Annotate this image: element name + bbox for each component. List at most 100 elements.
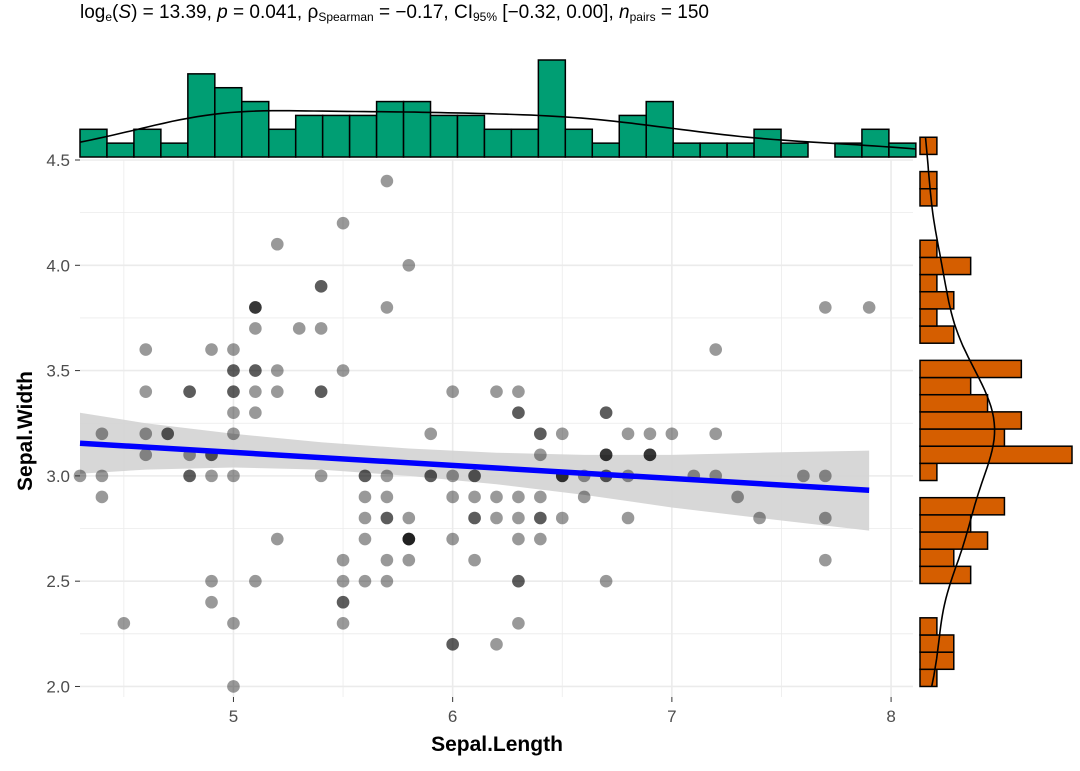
x-tick-label: 6 — [448, 707, 457, 726]
data-point — [314, 469, 328, 483]
n-subscript: pairs — [629, 10, 656, 24]
data-point — [314, 280, 328, 293]
data-point — [819, 301, 832, 314]
data-point — [139, 448, 153, 462]
data-point — [819, 553, 832, 567]
top-histogram-bar — [321, 114, 351, 158]
data-point — [512, 385, 525, 398]
top-histogram-bar — [726, 142, 755, 158]
data-point — [402, 511, 416, 525]
grid-lines — [80, 159, 913, 697]
data-point — [161, 427, 174, 441]
data-point — [336, 553, 350, 567]
data-point — [534, 532, 547, 546]
data-point — [249, 574, 262, 588]
data-point — [249, 364, 262, 377]
data-point — [314, 385, 328, 398]
data-point — [512, 532, 525, 546]
data-point — [249, 301, 262, 314]
top-histogram-bar — [483, 128, 513, 158]
data-point — [599, 448, 613, 462]
data-point — [227, 343, 240, 356]
x-tick-label: 8 — [886, 707, 895, 726]
data-point — [227, 364, 240, 377]
log-subscript: e — [105, 10, 113, 24]
data-point — [468, 511, 481, 525]
data-point — [643, 427, 657, 441]
top-histogram-bar — [780, 142, 809, 158]
data-point — [534, 490, 547, 504]
data-point — [380, 301, 394, 314]
data-point — [358, 469, 372, 483]
data-point — [139, 343, 153, 356]
x-tick-label: 5 — [229, 707, 238, 726]
x-axis-label: Sepal.Length — [431, 733, 563, 756]
data-point — [731, 490, 744, 504]
right-histogram-bar — [919, 308, 938, 327]
data-point — [643, 448, 657, 462]
data-point — [249, 322, 262, 335]
data-point — [599, 574, 613, 588]
right-density-curve — [924, 137, 996, 687]
right-histogram-bar — [919, 548, 955, 568]
data-point — [643, 448, 657, 462]
right-marginal-histogram — [919, 136, 1073, 688]
data-point — [446, 638, 459, 651]
data-point — [402, 532, 416, 546]
data-point — [292, 322, 306, 335]
data-point — [95, 427, 109, 441]
top-histogram-bar — [160, 142, 189, 158]
data-point — [621, 511, 635, 525]
data-point — [446, 469, 459, 483]
data-point — [446, 532, 459, 546]
regression-line-layer — [79, 440, 870, 493]
data-point — [358, 574, 372, 588]
data-point — [249, 385, 262, 398]
data-point — [862, 301, 876, 314]
data-point — [709, 427, 723, 441]
y-axis: 2.0 2.5 3.0 3.5 4.0 4.5 — [46, 151, 80, 696]
data-point — [599, 406, 613, 420]
n-value: = 150 — [655, 2, 709, 23]
y-tick-label: 2.5 — [46, 572, 70, 591]
data-point — [249, 301, 262, 314]
data-point — [205, 574, 218, 588]
data-point — [380, 490, 394, 504]
data-point — [402, 553, 416, 567]
data-point — [534, 427, 547, 441]
data-point — [424, 469, 438, 483]
data-point — [183, 385, 196, 398]
data-point — [139, 427, 153, 441]
right-histogram-bar — [919, 445, 1073, 465]
data-point — [358, 490, 372, 504]
data-point — [227, 364, 240, 377]
data-point — [161, 427, 174, 441]
right-histogram-bar — [919, 376, 972, 396]
data-point — [424, 469, 438, 483]
right-histogram-bar — [919, 136, 938, 156]
p-symbol: p — [217, 2, 228, 23]
top-histogram-bar — [241, 100, 270, 158]
confidence-band — [80, 412, 870, 531]
data-point — [314, 322, 328, 335]
data-point — [599, 448, 613, 462]
top-histogram-bar — [402, 100, 432, 158]
top-histogram-bar — [699, 142, 728, 158]
top-histogram-bar — [645, 100, 674, 158]
data-point — [227, 406, 240, 420]
top-histogram-bar — [510, 128, 540, 158]
data-point — [336, 595, 350, 609]
data-point — [577, 490, 591, 504]
data-point — [336, 364, 350, 377]
data-point — [402, 258, 416, 272]
ci-subscript: 95% — [472, 10, 498, 24]
top-histogram-bar — [564, 128, 594, 158]
data-point — [227, 385, 240, 398]
right-histogram-bar — [919, 514, 972, 533]
data-point — [358, 532, 372, 546]
data-point — [468, 490, 481, 504]
data-point — [709, 343, 723, 356]
data-point — [468, 553, 481, 567]
top-histogram-bar — [375, 100, 405, 158]
